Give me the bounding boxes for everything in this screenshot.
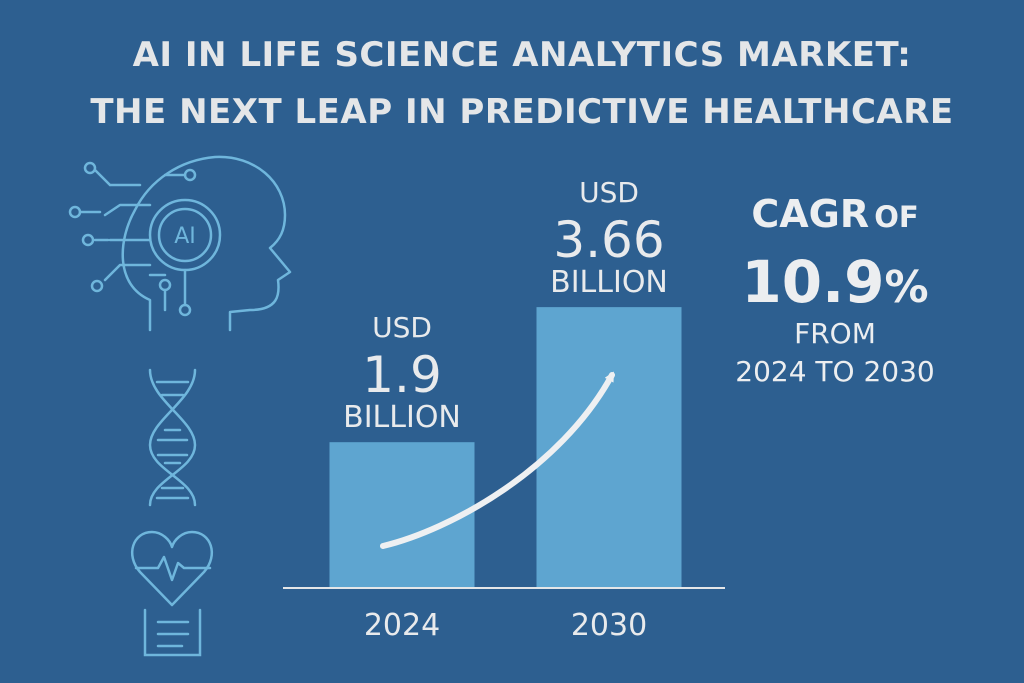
ai-badge-text: AI: [174, 224, 196, 249]
bar-value-prefix: USD: [579, 176, 639, 209]
bar-value-label: 1.9: [362, 346, 442, 404]
title-line-1: AI IN LIFE SCIENCE ANALYTICS MARKET:: [132, 35, 912, 75]
cagr-value-row: 10.9%: [700, 248, 970, 316]
cagr-of-label: OF: [874, 200, 919, 234]
cagr-value: 10.9: [741, 248, 885, 316]
bar-value-suffix: BILLION: [550, 265, 668, 300]
title-line-2: THE NEXT LEAP IN PREDICTIVE HEALTHCARE: [90, 92, 954, 132]
cagr-heading: CAGR OF: [700, 192, 970, 236]
dna-icon: [148, 368, 197, 507]
cagr-from-text: FROM: [794, 317, 876, 350]
heart-pulse-icon: [130, 530, 214, 607]
x-tick-label: 2030: [571, 608, 647, 643]
bar-value-prefix: USD: [372, 311, 432, 344]
bar-2024: [329, 442, 475, 588]
x-tick-label: 2024: [364, 608, 440, 643]
growth-arrow: [380, 371, 615, 549]
cagr-range-text: 2024 TO 2030: [735, 355, 935, 388]
cagr-label: CAGR: [751, 192, 870, 236]
ai-head-icon: [68, 155, 292, 332]
cagr-unit: %: [884, 262, 929, 313]
bar-value-label: 3.66: [553, 211, 664, 269]
bar-value-suffix: BILLION: [343, 400, 461, 435]
clipboard-icon: [143, 608, 202, 657]
bar-2030: [536, 307, 682, 588]
icon-column: AI: [68, 155, 292, 657]
